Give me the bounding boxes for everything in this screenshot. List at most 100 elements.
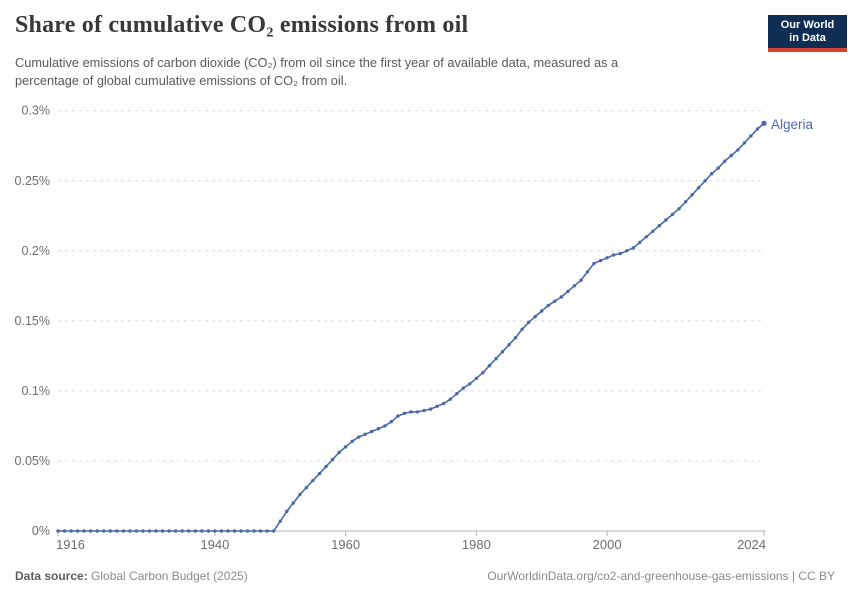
- data-point[interactable]: [62, 529, 67, 533]
- data-point[interactable]: [500, 350, 505, 354]
- data-point[interactable]: [409, 410, 413, 414]
- data-point[interactable]: [651, 229, 655, 233]
- data-point[interactable]: [710, 172, 714, 176]
- data-point[interactable]: [605, 256, 609, 260]
- data-point[interactable]: [566, 289, 570, 294]
- data-point[interactable]: [644, 235, 648, 239]
- data-point[interactable]: [115, 529, 119, 533]
- data-point[interactable]: [121, 529, 126, 533]
- data-point[interactable]: [585, 270, 590, 274]
- data-point[interactable]: [527, 320, 531, 324]
- data-point[interactable]: [422, 408, 426, 413]
- data-point[interactable]: [625, 249, 629, 253]
- data-point[interactable]: [69, 529, 73, 533]
- data-point[interactable]: [716, 166, 720, 170]
- data-point[interactable]: [442, 401, 446, 406]
- data-point-endpoint[interactable]: [761, 120, 767, 126]
- data-point[interactable]: [376, 427, 380, 431]
- data-point[interactable]: [579, 278, 583, 282]
- data-point[interactable]: [232, 529, 237, 533]
- data-point[interactable]: [559, 295, 564, 299]
- data-point[interactable]: [494, 357, 498, 361]
- data-point[interactable]: [513, 336, 518, 340]
- data-point[interactable]: [749, 134, 753, 138]
- data-point[interactable]: [533, 314, 537, 319]
- data-point[interactable]: [415, 410, 420, 414]
- data-point[interactable]: [572, 284, 577, 288]
- data-point[interactable]: [265, 529, 269, 533]
- data-point[interactable]: [723, 159, 727, 163]
- data-point[interactable]: [245, 529, 250, 533]
- data-point[interactable]: [611, 253, 616, 257]
- data-point[interactable]: [664, 218, 668, 222]
- data-point[interactable]: [285, 509, 289, 514]
- owid-citation-link[interactable]: OurWorldinData.org/co2-and-greenhouse-ga…: [487, 569, 835, 583]
- data-point[interactable]: [291, 501, 295, 505]
- data-point[interactable]: [363, 432, 367, 436]
- data-point[interactable]: [330, 457, 335, 462]
- data-point[interactable]: [657, 223, 662, 228]
- data-line-algeria[interactable]: [58, 122, 765, 532]
- data-point[interactable]: [370, 429, 374, 434]
- data-point[interactable]: [683, 200, 688, 204]
- data-point[interactable]: [690, 193, 694, 197]
- data-point[interactable]: [507, 343, 511, 347]
- data-point[interactable]: [95, 529, 99, 533]
- data-point[interactable]: [128, 529, 132, 533]
- data-point[interactable]: [402, 411, 407, 415]
- data-point[interactable]: [455, 392, 459, 396]
- data-point[interactable]: [278, 519, 282, 523]
- data-point[interactable]: [448, 397, 452, 401]
- data-point[interactable]: [108, 529, 113, 533]
- series-label-algeria[interactable]: Algeria: [771, 117, 814, 132]
- owid-logo[interactable]: Our World in Data: [768, 15, 847, 52]
- data-point[interactable]: [487, 364, 492, 368]
- data-point[interactable]: [82, 529, 86, 533]
- data-point[interactable]: [742, 141, 747, 145]
- data-point[interactable]: [304, 485, 309, 490]
- data-point[interactable]: [755, 127, 760, 131]
- data-point[interactable]: [102, 529, 106, 533]
- data-point[interactable]: [147, 529, 152, 533]
- data-point[interactable]: [193, 529, 197, 533]
- data-point[interactable]: [592, 261, 596, 266]
- data-point[interactable]: [546, 303, 550, 308]
- data-point[interactable]: [481, 371, 485, 375]
- data-point[interactable]: [206, 529, 211, 533]
- data-point[interactable]: [618, 251, 622, 256]
- data-point[interactable]: [389, 420, 394, 424]
- data-point[interactable]: [226, 529, 230, 533]
- data-point[interactable]: [520, 327, 524, 331]
- data-point[interactable]: [435, 404, 439, 408]
- data-point[interactable]: [180, 529, 184, 533]
- data-point[interactable]: [703, 179, 707, 183]
- data-point[interactable]: [89, 529, 93, 533]
- data-point[interactable]: [729, 153, 733, 158]
- data-point[interactable]: [324, 464, 328, 469]
- data-point[interactable]: [736, 148, 740, 152]
- data-point[interactable]: [200, 529, 204, 533]
- data-point[interactable]: [383, 424, 387, 428]
- data-point[interactable]: [272, 529, 276, 533]
- data-point[interactable]: [298, 492, 302, 497]
- data-point[interactable]: [553, 299, 557, 303]
- data-point[interactable]: [337, 450, 341, 455]
- data-point[interactable]: [474, 376, 479, 380]
- data-point[interactable]: [317, 471, 322, 476]
- data-point[interactable]: [56, 529, 60, 533]
- data-point[interactable]: [311, 478, 315, 483]
- data-point[interactable]: [252, 529, 256, 533]
- data-point[interactable]: [343, 445, 348, 449]
- data-point[interactable]: [461, 386, 465, 390]
- data-point[interactable]: [258, 529, 263, 533]
- data-point[interactable]: [598, 258, 603, 263]
- data-point[interactable]: [213, 529, 217, 533]
- data-point[interactable]: [239, 529, 243, 533]
- data-point[interactable]: [219, 529, 224, 533]
- data-point[interactable]: [167, 529, 171, 533]
- data-point[interactable]: [696, 186, 701, 190]
- data-point[interactable]: [134, 529, 139, 533]
- data-point[interactable]: [428, 407, 433, 411]
- data-point[interactable]: [75, 529, 80, 533]
